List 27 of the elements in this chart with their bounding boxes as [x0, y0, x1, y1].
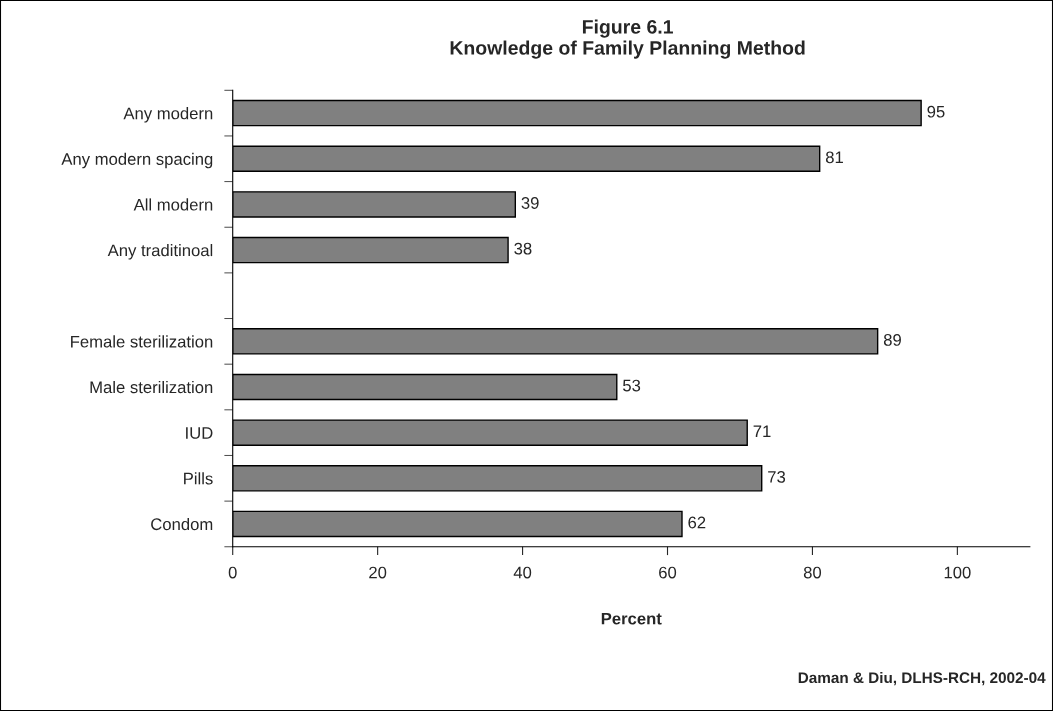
data-label: 38 — [514, 242, 532, 255]
data-label: 62 — [688, 516, 706, 529]
y-tick-label: Condom — [151, 517, 213, 531]
y-tick-label: Male sterilization — [90, 380, 213, 394]
data-label: 71 — [753, 425, 771, 437]
x-tick-label: 60 — [659, 566, 677, 579]
data-label: 73 — [768, 470, 786, 483]
x-tick-label: 40 — [513, 566, 532, 579]
x-tick-label: 80 — [803, 566, 822, 579]
y-tick-label: Any modern spacing — [61, 152, 213, 169]
data-label: 53 — [623, 379, 641, 392]
data-label: 39 — [521, 197, 539, 209]
y-tick-label: Any traditinoal — [107, 244, 213, 260]
y-tick-label: All modern — [133, 198, 213, 211]
y-tick-label: IUD — [186, 427, 213, 439]
x-axis-title: Percent — [601, 612, 662, 625]
chart-title: Figure 6.1 Knowledge of Family Planning Method — [450, 19, 805, 59]
y-tick-label: Female sterilization — [71, 335, 213, 348]
y-tick-label: Pills — [184, 472, 213, 485]
y-tick-label: Any modern — [123, 107, 213, 123]
x-tick-label: 20 — [369, 566, 387, 579]
data-label: 95 — [927, 105, 945, 118]
text: Daman & Diu, DLHS-RCH, 2002-04 — [798, 671, 1046, 686]
x-tick-label: 100 — [944, 566, 971, 579]
x-tick-label: 0 — [228, 566, 237, 579]
data-label: 81 — [825, 151, 843, 164]
data-label: 89 — [883, 334, 901, 346]
